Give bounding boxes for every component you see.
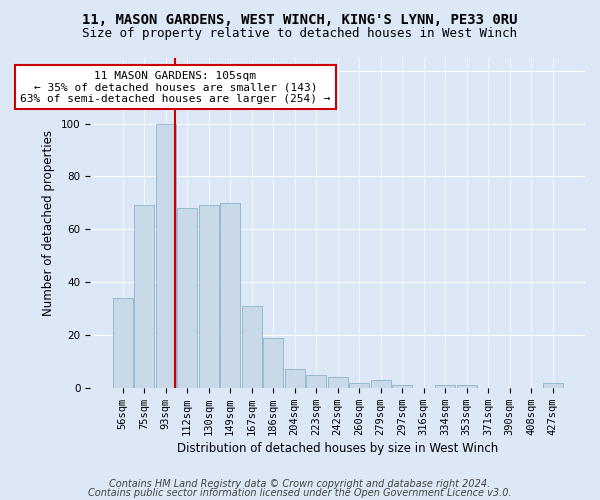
Text: Contains public sector information licensed under the Open Government Licence v3: Contains public sector information licen… <box>88 488 512 498</box>
Bar <box>113 298 133 388</box>
Bar <box>349 382 369 388</box>
Bar <box>543 382 563 388</box>
Y-axis label: Number of detached properties: Number of detached properties <box>42 130 55 316</box>
Text: 11, MASON GARDENS, WEST WINCH, KING'S LYNN, PE33 0RU: 11, MASON GARDENS, WEST WINCH, KING'S LY… <box>82 12 518 26</box>
Bar <box>328 378 347 388</box>
Bar <box>306 374 326 388</box>
Text: Size of property relative to detached houses in West Winch: Size of property relative to detached ho… <box>83 28 517 40</box>
Bar <box>177 208 197 388</box>
Bar <box>263 338 283 388</box>
X-axis label: Distribution of detached houses by size in West Winch: Distribution of detached houses by size … <box>177 442 498 455</box>
Bar <box>220 203 240 388</box>
Bar <box>392 385 412 388</box>
Bar <box>457 385 476 388</box>
Bar <box>156 124 176 388</box>
Bar <box>199 206 218 388</box>
Bar <box>134 206 154 388</box>
Text: Contains HM Land Registry data © Crown copyright and database right 2024.: Contains HM Land Registry data © Crown c… <box>109 479 491 489</box>
Bar <box>242 306 262 388</box>
Bar <box>285 370 305 388</box>
Text: 11 MASON GARDENS: 105sqm
← 35% of detached houses are smaller (143)
63% of semi-: 11 MASON GARDENS: 105sqm ← 35% of detach… <box>20 70 331 104</box>
Bar <box>371 380 391 388</box>
Bar <box>435 385 455 388</box>
